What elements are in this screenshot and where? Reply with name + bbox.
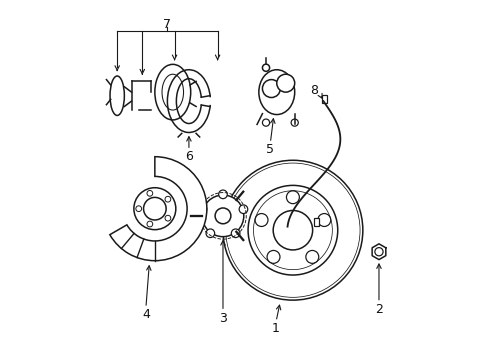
Circle shape [231, 229, 240, 238]
Bar [321, 95, 326, 103]
Circle shape [205, 229, 214, 238]
Text: 5: 5 [266, 143, 274, 156]
Wedge shape [110, 157, 206, 261]
Text: 2: 2 [374, 303, 382, 316]
Bar [313, 218, 319, 226]
Ellipse shape [110, 76, 124, 116]
Circle shape [218, 190, 227, 199]
Circle shape [202, 195, 244, 237]
Circle shape [198, 205, 206, 213]
Text: 6: 6 [184, 150, 192, 163]
Text: 7: 7 [163, 18, 171, 31]
Text: 8: 8 [310, 84, 318, 97]
Text: 4: 4 [142, 308, 149, 321]
Circle shape [262, 80, 280, 98]
Text: 1: 1 [271, 322, 280, 335]
Circle shape [239, 205, 247, 213]
Ellipse shape [258, 70, 294, 114]
Circle shape [276, 74, 294, 92]
Text: 3: 3 [219, 311, 226, 325]
